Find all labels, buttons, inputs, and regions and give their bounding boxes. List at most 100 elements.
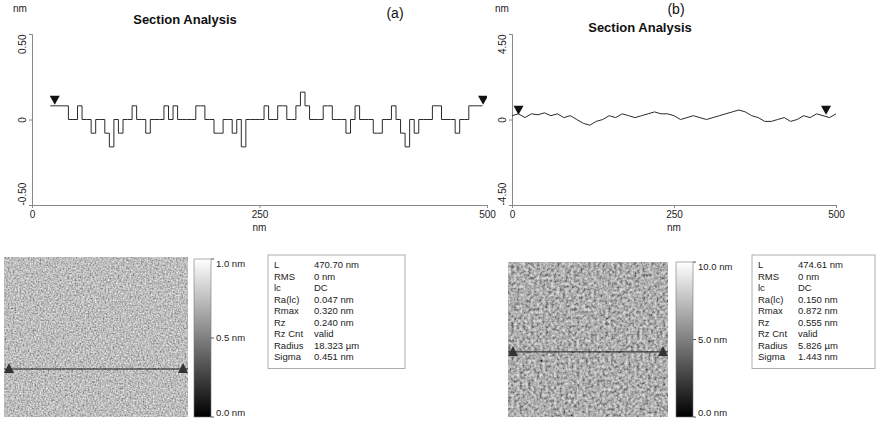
- y-tick-mark: [29, 120, 32, 121]
- y-tick-label: 0: [17, 117, 28, 123]
- color-bar-tick: [693, 262, 696, 263]
- x-tick-label: 0: [510, 209, 516, 220]
- chart-title: Section Analysis: [133, 12, 237, 27]
- stats-value: valid: [798, 328, 818, 339]
- x-tick-label: 0: [30, 209, 36, 220]
- stats-key: Rmax: [274, 305, 299, 316]
- stats-value: valid: [314, 328, 334, 339]
- stats-value: 470.70 nm: [314, 259, 359, 270]
- color-bar-tick: [693, 417, 696, 418]
- color-bar-label: 10.0 nm: [698, 261, 732, 272]
- y-axis: -0.50 0 0.50: [17, 34, 33, 205]
- stats-value: 1.443 nm: [798, 351, 838, 362]
- panel-label: (a): [386, 5, 403, 21]
- x-tick-label: 500: [828, 209, 845, 220]
- y-tick: 0: [497, 117, 512, 123]
- cursor-marker: [821, 106, 831, 115]
- plot-area: [512, 106, 836, 126]
- y-axis-title: nm: [13, 3, 27, 14]
- stats-key: lc: [758, 282, 765, 293]
- profile-line: [512, 110, 836, 125]
- stats-key: Rmax: [758, 305, 783, 316]
- stats-value: 5.826 µm: [798, 340, 838, 351]
- color-bar-label: 0.5 nm: [216, 332, 245, 343]
- x-axis-line: [513, 206, 837, 209]
- afm-image: [508, 262, 668, 417]
- stats-key: RMS: [758, 271, 779, 282]
- stats-value: 0.150 nm: [798, 294, 838, 305]
- plot-area: [50, 92, 487, 147]
- y-tick-label: 4.50: [497, 34, 508, 54]
- panel: Section Analysis(b)0250500nm-4.5004.50nm…: [495, 1, 875, 418]
- color-bar: [676, 262, 693, 417]
- x-tick: 0: [30, 205, 36, 220]
- stats-key: Ra(lc): [274, 294, 299, 305]
- stats-value: 0.320 nm: [314, 305, 354, 316]
- y-axis-line: [29, 35, 33, 206]
- afm-image: [4, 257, 188, 417]
- x-axis-title: nm: [253, 222, 267, 233]
- stats-key: Radius: [274, 340, 304, 351]
- x-tick-mark: [487, 205, 488, 208]
- section-end-marker: [508, 346, 518, 356]
- cursor-marker: [513, 106, 523, 115]
- x-tick-mark: [836, 205, 837, 208]
- stats-value: 0 nm: [798, 271, 819, 282]
- y-tick: -4.50: [497, 182, 512, 205]
- panel-label: (b): [667, 1, 684, 17]
- stats-key: Sigma: [274, 351, 302, 362]
- stats-key: lc: [274, 282, 281, 293]
- section-end-marker: [658, 346, 668, 356]
- y-tick: 4.50: [497, 34, 512, 54]
- x-tick: 500: [828, 205, 845, 220]
- y-tick-mark: [509, 34, 512, 35]
- stats-key: Sigma: [758, 351, 786, 362]
- section-end-marker: [178, 363, 188, 373]
- section-line: [508, 351, 668, 352]
- x-tick-label: 250: [252, 209, 269, 220]
- color-bar-label: 5.0 nm: [698, 334, 727, 345]
- stats-value: DC: [798, 282, 812, 293]
- x-tick-label: 250: [666, 209, 683, 220]
- y-tick-label: -4.50: [497, 182, 508, 205]
- stats-value: 0.240 nm: [314, 317, 354, 328]
- y-tick-label: 0: [497, 117, 508, 123]
- color-bar-tick: [211, 417, 214, 418]
- stats-value: 18.323 µm: [314, 340, 359, 351]
- y-tick: 0.50: [17, 34, 32, 54]
- stats-key: Rz: [274, 317, 286, 328]
- stats-value: 474.61 nm: [798, 259, 843, 270]
- y-tick-label: 0.50: [17, 34, 28, 54]
- stats-key: L: [758, 259, 763, 270]
- cursor-marker: [50, 96, 60, 105]
- y-tick-label: -0.50: [17, 182, 28, 205]
- color-bar-tick: [211, 338, 214, 339]
- stats-key: Rz Cnt: [758, 328, 787, 339]
- stats-key: Radius: [758, 340, 788, 351]
- x-tick: 500: [479, 205, 496, 220]
- y-tick-mark: [29, 34, 32, 35]
- x-axis-line: [33, 206, 488, 209]
- section-end-marker: [4, 363, 14, 373]
- color-bar-label: 0.0 nm: [698, 407, 727, 418]
- y-tick-mark: [509, 205, 512, 206]
- color-bar-tick: [211, 259, 214, 260]
- x-tick: 250: [666, 205, 683, 220]
- y-axis-line: [509, 35, 513, 206]
- stats-key: RMS: [274, 271, 295, 282]
- cursor-marker: [478, 96, 487, 105]
- color-bar-label: 1.0 nm: [216, 258, 245, 269]
- profile-line: [50, 92, 482, 147]
- x-axis: 0 250 500: [30, 205, 497, 220]
- x-tick: 0: [510, 205, 516, 220]
- stats-key: Rz Cnt: [274, 328, 303, 339]
- y-axis: -4.50 0 4.50: [497, 34, 513, 205]
- stats-key: Ra(lc): [758, 294, 783, 305]
- chart-title: Section Analysis: [588, 20, 692, 35]
- stats-box: [752, 255, 875, 369]
- x-tick: 250: [252, 205, 269, 220]
- x-axis-title: nm: [667, 222, 681, 233]
- figure: Section Analysis(a)0250500nm-0.5000.50nm…: [0, 0, 879, 422]
- y-axis-title: nm: [495, 3, 509, 14]
- section-line: [4, 369, 188, 370]
